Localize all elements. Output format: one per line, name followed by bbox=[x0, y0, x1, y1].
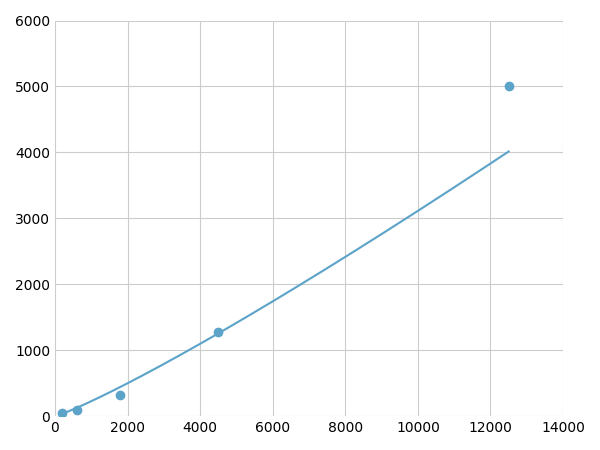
Point bbox=[72, 406, 82, 413]
Point bbox=[58, 409, 67, 416]
Point bbox=[116, 392, 125, 399]
Point bbox=[214, 328, 223, 335]
Point bbox=[504, 83, 514, 90]
